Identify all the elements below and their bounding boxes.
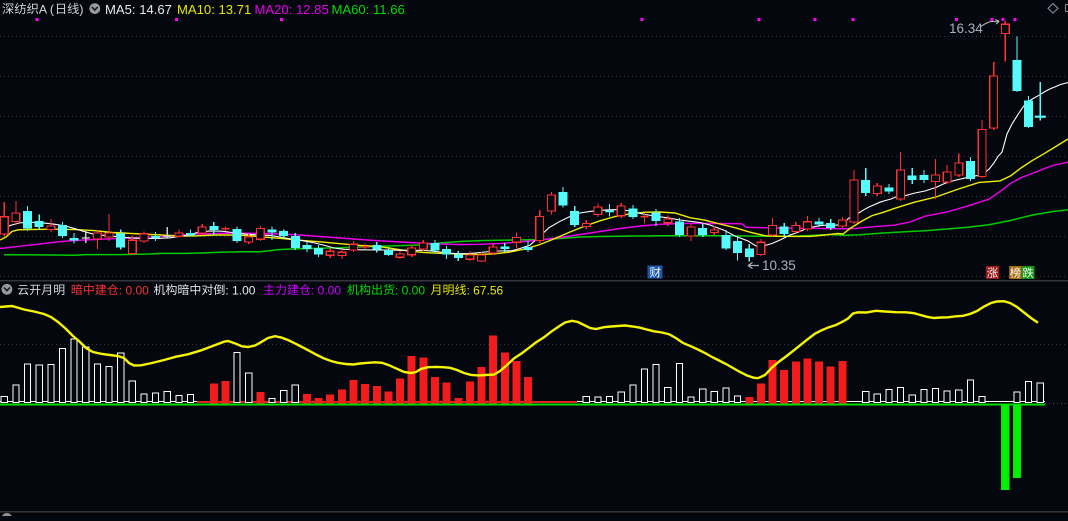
svg-text:A (: A ( bbox=[39, 3, 55, 17]
svg-text:: 0.00: : 0.00 bbox=[395, 283, 425, 297]
svg-text:MA10: 13.71: MA10: 13.71 bbox=[177, 2, 251, 17]
svg-text:MA20: 12.85: MA20: 12.85 bbox=[255, 2, 329, 17]
svg-text:: 67.56: : 67.56 bbox=[467, 283, 504, 297]
svg-text:: 1.00: : 1.00 bbox=[225, 283, 255, 297]
svg-text:MA60: 11.66: MA60: 11.66 bbox=[332, 2, 405, 17]
svg-text:: 0.00: : 0.00 bbox=[311, 283, 341, 297]
svg-text:MA5: 14.67: MA5: 14.67 bbox=[105, 2, 172, 17]
svg-text:10.35: 10.35 bbox=[762, 258, 796, 273]
svg-text:): ) bbox=[79, 3, 83, 17]
svg-text:: 0.00: : 0.00 bbox=[119, 283, 149, 297]
svg-text:16.34: 16.34 bbox=[949, 21, 983, 36]
